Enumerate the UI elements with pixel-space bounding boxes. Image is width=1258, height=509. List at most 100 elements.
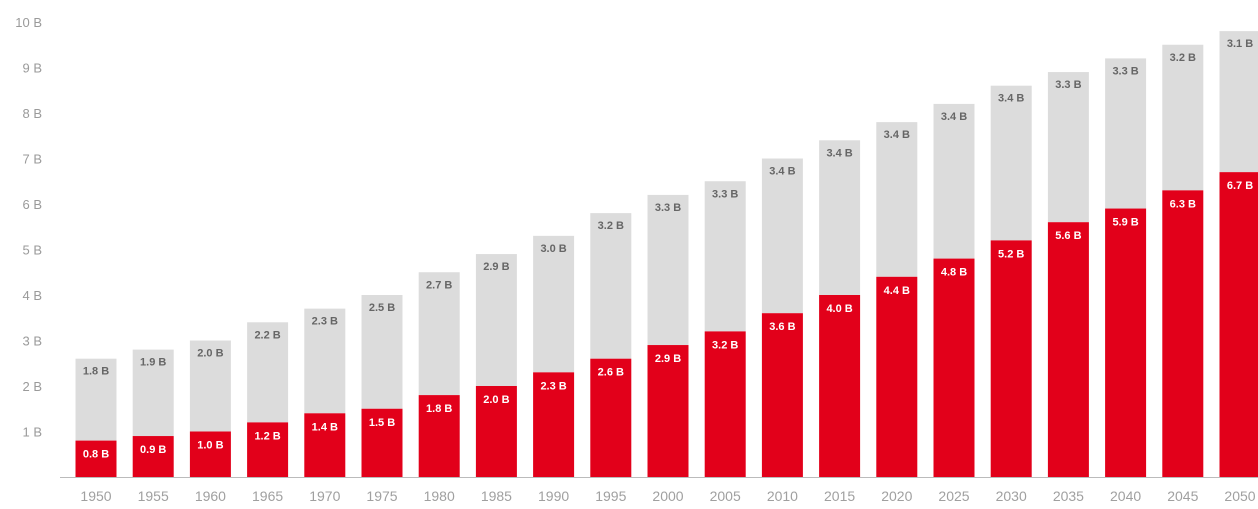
x-tick-label: 1960 [195, 488, 226, 504]
bar-segment-lower [647, 345, 689, 477]
bar-segment-lower [304, 413, 346, 477]
bar-segment-upper [247, 322, 289, 423]
bar-segment-lower [1047, 222, 1089, 477]
x-tick-label: 2005 [710, 488, 741, 504]
bar-segment-upper [990, 85, 1032, 241]
x-tick-label: 1965 [252, 488, 283, 504]
bar-segment-upper [475, 254, 517, 386]
bar-data-label-lower: 1.5 B [369, 417, 395, 429]
bar-data-label-upper: 3.4 B [998, 93, 1024, 105]
bar-segment-upper [1219, 31, 1258, 173]
x-axis-labels: 1950 1955 1960 1965 1970 1975 1980 1985 1990 1995… [80, 488, 1255, 504]
bar-segment-lower [1105, 208, 1147, 478]
bar-segment-lower [361, 408, 403, 477]
x-tick-label: 1950 [80, 488, 111, 504]
bar-data-label-upper: 3.1 B [1227, 38, 1253, 50]
x-tick-label: 1995 [595, 488, 626, 504]
bar-data-label-upper: 3.2 B [598, 220, 624, 232]
bar-data-label-upper: 1.9 B [140, 357, 166, 369]
bar-segment-upper [876, 122, 918, 277]
bar-data-label-lower: 1.8 B [426, 403, 452, 415]
bar-segment-lower [990, 240, 1032, 477]
bar-segment-upper [704, 181, 746, 332]
bar-segment-lower [933, 258, 975, 477]
y-tick-label: 10 B [15, 15, 42, 30]
bar-data-label-upper: 3.3 B [1055, 79, 1081, 91]
x-tick-label: 1985 [481, 488, 512, 504]
bar-segment-lower [132, 436, 174, 477]
bar-data-label-upper: 3.4 B [884, 129, 910, 141]
bar-segment-upper [361, 295, 403, 409]
bar-data-label-upper: 3.3 B [655, 202, 681, 214]
bar-segment-lower [761, 313, 803, 477]
bar-segment-lower [704, 331, 746, 477]
y-tick-label: 9 B [22, 61, 42, 76]
y-tick-label: 1 B [22, 425, 42, 440]
bar-segment-upper [933, 103, 975, 259]
bar-data-label-lower: 2.9 B [655, 353, 681, 365]
bar-data-label-lower: 0.9 B [140, 444, 166, 456]
y-tick-label: 5 B [22, 243, 42, 258]
bar-data-label-upper: 3.0 B [540, 243, 566, 255]
bar-segment-upper [533, 235, 575, 373]
y-tick-label: 4 B [22, 288, 42, 303]
x-tick-label: 2030 [996, 488, 1027, 504]
y-tick-label: 7 B [22, 152, 42, 167]
bar-segment-upper [647, 194, 689, 346]
x-tick-label: 1955 [138, 488, 169, 504]
bar-segment-lower [475, 386, 517, 477]
bar-data-label-lower: 1.0 B [197, 440, 223, 452]
x-tick-label: 2025 [938, 488, 969, 504]
bar-data-label-upper: 2.9 B [483, 261, 509, 273]
bar-data-label-lower: 5.2 B [998, 248, 1024, 260]
bar-segment-lower [418, 395, 460, 477]
bar-segment-lower [876, 276, 918, 477]
bar-segment-lower [819, 295, 861, 477]
x-tick-label: 2035 [1053, 488, 1084, 504]
bar-segment-upper [1047, 72, 1089, 223]
bar-data-label-upper: 3.3 B [1112, 65, 1138, 77]
bar-segment-upper [590, 213, 632, 359]
bar-data-label-upper: 2.5 B [369, 302, 395, 314]
bar-data-label-upper: 2.2 B [254, 329, 280, 341]
bar-segment-lower [533, 372, 575, 477]
bar-data-label-lower: 3.2 B [712, 339, 738, 351]
x-tick-label: 2010 [767, 488, 798, 504]
bar-segment-lower [1219, 172, 1258, 477]
bar-data-label-upper: 3.2 B [1170, 52, 1196, 64]
x-tick-label: 1990 [538, 488, 569, 504]
y-tick-label: 8 B [22, 106, 42, 121]
bar-data-label-lower: 1.4 B [312, 421, 338, 433]
x-tick-label: 1975 [366, 488, 397, 504]
bar-segment-upper [761, 158, 803, 314]
bar-segment-upper [189, 340, 231, 432]
bar-segment-upper [304, 308, 346, 414]
bar-data-label-lower: 6.3 B [1170, 198, 1196, 210]
bar-segment-upper [819, 140, 861, 295]
bar-data-label-upper: 2.7 B [426, 279, 452, 291]
bar-data-label-lower: 2.0 B [483, 394, 509, 406]
x-tick-label: 1980 [424, 488, 455, 504]
x-tick-label: 1970 [309, 488, 340, 504]
bar-data-label-upper: 3.4 B [941, 111, 967, 123]
bar-segment-upper [132, 349, 174, 437]
bar-data-label-lower: 6.7 B [1227, 180, 1253, 192]
x-tick-label: 2015 [824, 488, 855, 504]
x-tick-label: 2000 [652, 488, 683, 504]
y-axis: 1 B 2 B 3 B 4 B 5 B 6 B 7 B 8 B 9 B 10 B [15, 15, 42, 440]
bar-segment-lower [189, 431, 231, 477]
bar-segment-lower [75, 440, 117, 477]
bar-data-label-upper: 3.3 B [712, 188, 738, 200]
bar-segment-lower [590, 358, 632, 477]
x-tick-label: 2020 [881, 488, 912, 504]
bar-data-label-lower: 4.0 B [826, 303, 852, 315]
bar-segment-upper [1162, 44, 1204, 191]
y-tick-label: 3 B [22, 334, 42, 349]
y-tick-label: 2 B [22, 379, 42, 394]
x-tick-label: 2045 [1167, 488, 1198, 504]
bar-data-label-lower: 0.8 B [83, 449, 109, 461]
bar-data-label-upper: 2.0 B [197, 348, 223, 360]
bar-segment-upper [75, 358, 117, 441]
